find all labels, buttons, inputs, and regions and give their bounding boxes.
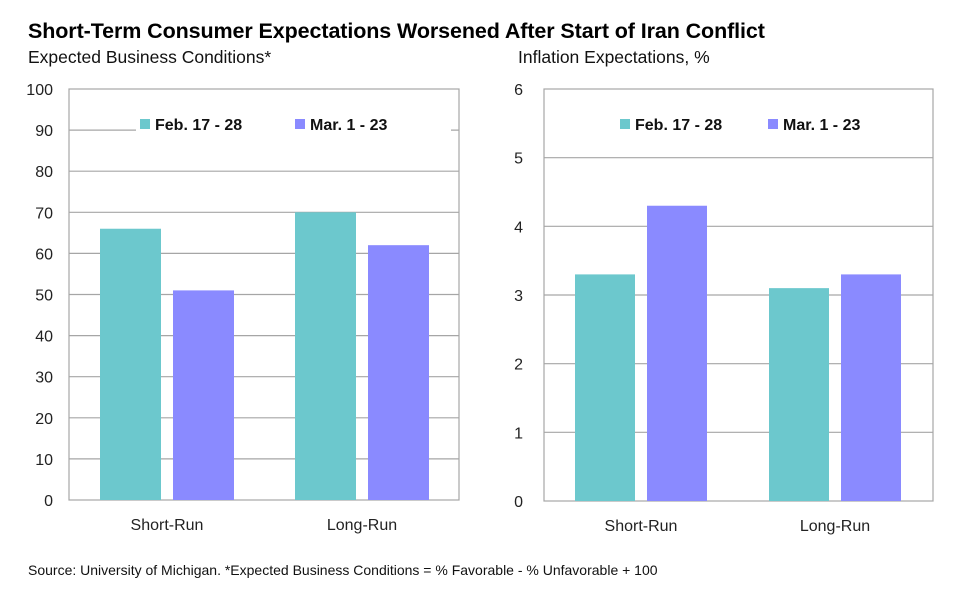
- y-tick-label: 60: [35, 246, 53, 263]
- left-chart-subtitle: Expected Business Conditions*: [28, 47, 272, 67]
- x-category-label: Short-Run: [131, 517, 204, 534]
- y-tick-label: 100: [26, 82, 53, 99]
- chart-title: Short-Term Consumer Expectations Worsene…: [28, 19, 765, 43]
- x-category-label: Short-Run: [605, 518, 678, 535]
- legend-label: Feb. 17 - 28: [155, 117, 242, 134]
- x-category-label: Long-Run: [800, 518, 870, 535]
- bar-mar-long-run: [368, 245, 429, 500]
- bar-mar-short-run: [647, 205, 707, 501]
- y-tick-label: 3: [514, 288, 523, 305]
- x-category-label: Long-Run: [327, 517, 397, 534]
- y-tick-label: 50: [35, 288, 53, 305]
- bar-feb-short-run: [100, 228, 161, 501]
- y-tick-label: 20: [35, 411, 53, 428]
- y-tick-label: 70: [35, 205, 53, 222]
- legend-swatch-mar: [295, 119, 305, 129]
- y-tick-label: 0: [44, 493, 53, 510]
- y-tick-label: 6: [514, 82, 523, 99]
- y-tick-label: 4: [514, 219, 523, 236]
- bar-feb-long-run: [769, 288, 829, 501]
- bar-feb-long-run: [295, 212, 356, 501]
- y-tick-label: 2: [514, 357, 523, 374]
- y-tick-label: 10: [35, 452, 53, 469]
- legend-swatch-feb: [140, 119, 150, 129]
- bar-mar-long-run: [841, 274, 901, 501]
- bar-mar-short-run: [173, 290, 234, 500]
- y-tick-label: 30: [35, 370, 53, 387]
- y-tick-label: 90: [35, 123, 53, 140]
- bar-feb-short-run: [575, 274, 635, 501]
- y-tick-label: 5: [514, 151, 523, 168]
- y-tick-label: 0: [514, 494, 523, 511]
- legend-label: Mar. 1 - 23: [310, 117, 387, 134]
- source-footnote: Source: University of Michigan. *Expecte…: [28, 562, 658, 578]
- legend-label: Feb. 17 - 28: [635, 117, 722, 134]
- legend-swatch-mar: [768, 119, 778, 129]
- y-tick-label: 40: [35, 329, 53, 346]
- right-chart-subtitle: Inflation Expectations, %: [518, 47, 710, 67]
- legend-swatch-feb: [620, 119, 630, 129]
- y-tick-label: 1: [514, 425, 523, 442]
- y-tick-label: 80: [35, 164, 53, 181]
- legend-background: [136, 112, 451, 134]
- legend-label: Mar. 1 - 23: [783, 117, 860, 134]
